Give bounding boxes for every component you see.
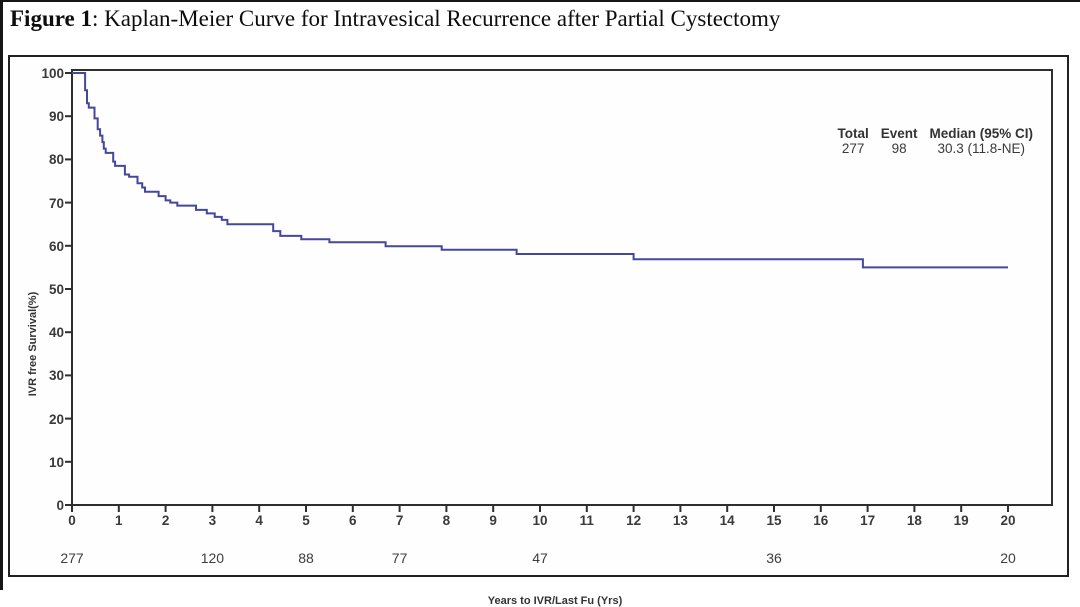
at-risk-count: 120 <box>200 550 225 566</box>
x-tick-label: 3 <box>208 513 217 528</box>
at-risk-count: 88 <box>298 550 314 566</box>
at-risk-count: 20 <box>1000 550 1016 566</box>
page-edge-top <box>0 0 1080 2</box>
x-tick-label: 16 <box>813 513 829 528</box>
at-risk-count: 77 <box>391 550 408 566</box>
y-tick-label: 100 <box>41 66 64 81</box>
y-tick-label: 70 <box>48 195 64 211</box>
x-tick-label: 7 <box>395 513 404 528</box>
km-survival-curve <box>72 72 1008 269</box>
y-tick-label: 10 <box>48 454 64 470</box>
x-tick-label: 5 <box>302 513 310 528</box>
y-tick-label: 0 <box>56 498 64 513</box>
y-tick-label: 80 <box>48 152 64 168</box>
x-tick-label: 19 <box>953 513 969 528</box>
legend-header-event: Event <box>880 126 918 141</box>
x-tick-label: 20 <box>1000 513 1016 528</box>
figure-caption: Figure 1: Kaplan-Meier Curve for Intrave… <box>10 6 1050 32</box>
x-axis-title: Years to IVR/Last Fu (Yrs) <box>487 595 623 607</box>
x-tick-label: 0 <box>68 513 76 528</box>
x-tick-label: 1 <box>115 513 123 528</box>
at-risk-count: 277 <box>60 550 84 566</box>
x-tick-label: 13 <box>672 513 688 528</box>
legend-value-total: 277 <box>841 141 865 156</box>
at-risk-count: 47 <box>532 550 548 566</box>
legend-value-event: 98 <box>891 141 907 156</box>
x-tick-label: 18 <box>906 513 922 528</box>
x-tick-label: 12 <box>626 513 642 528</box>
legend-summary-table: Total Event Median (95% CI) 277 98 30.3 … <box>837 126 1033 156</box>
y-tick-label: 50 <box>48 282 64 297</box>
x-tick-label: 9 <box>489 513 497 528</box>
x-tick-label: 8 <box>442 513 451 528</box>
plot-box-border <box>71 69 1053 506</box>
y-tick-label: 40 <box>48 325 64 341</box>
x-tick-label: 10 <box>532 513 548 528</box>
x-tick-label: 4 <box>255 513 263 528</box>
legend-value-median: 30.3 (11.8-NE) <box>937 141 1025 156</box>
y-tick-label: 30 <box>48 368 64 384</box>
page-edge-left <box>0 0 3 590</box>
x-tick-label: 6 <box>349 513 357 528</box>
km-plot <box>65 69 1053 512</box>
x-tick-label: 14 <box>719 513 735 528</box>
y-tick-label: 60 <box>48 238 64 254</box>
y-tick-label: 90 <box>48 109 64 125</box>
x-tick-label: 17 <box>860 513 876 528</box>
at-risk-count: 36 <box>766 550 782 566</box>
figure-caption-number: Figure 1 <box>10 6 92 31</box>
x-tick-label: 11 <box>579 513 594 528</box>
x-tick-label: 2 <box>161 513 170 528</box>
y-tick-label: 20 <box>48 411 64 427</box>
figure-caption-text: : Kaplan-Meier Curve for Intravesical Re… <box>91 6 781 31</box>
legend-header-total: Total <box>837 126 869 141</box>
legend-header-median: Median (95% CI) <box>929 126 1033 141</box>
x-tick-label: 15 <box>766 513 782 528</box>
